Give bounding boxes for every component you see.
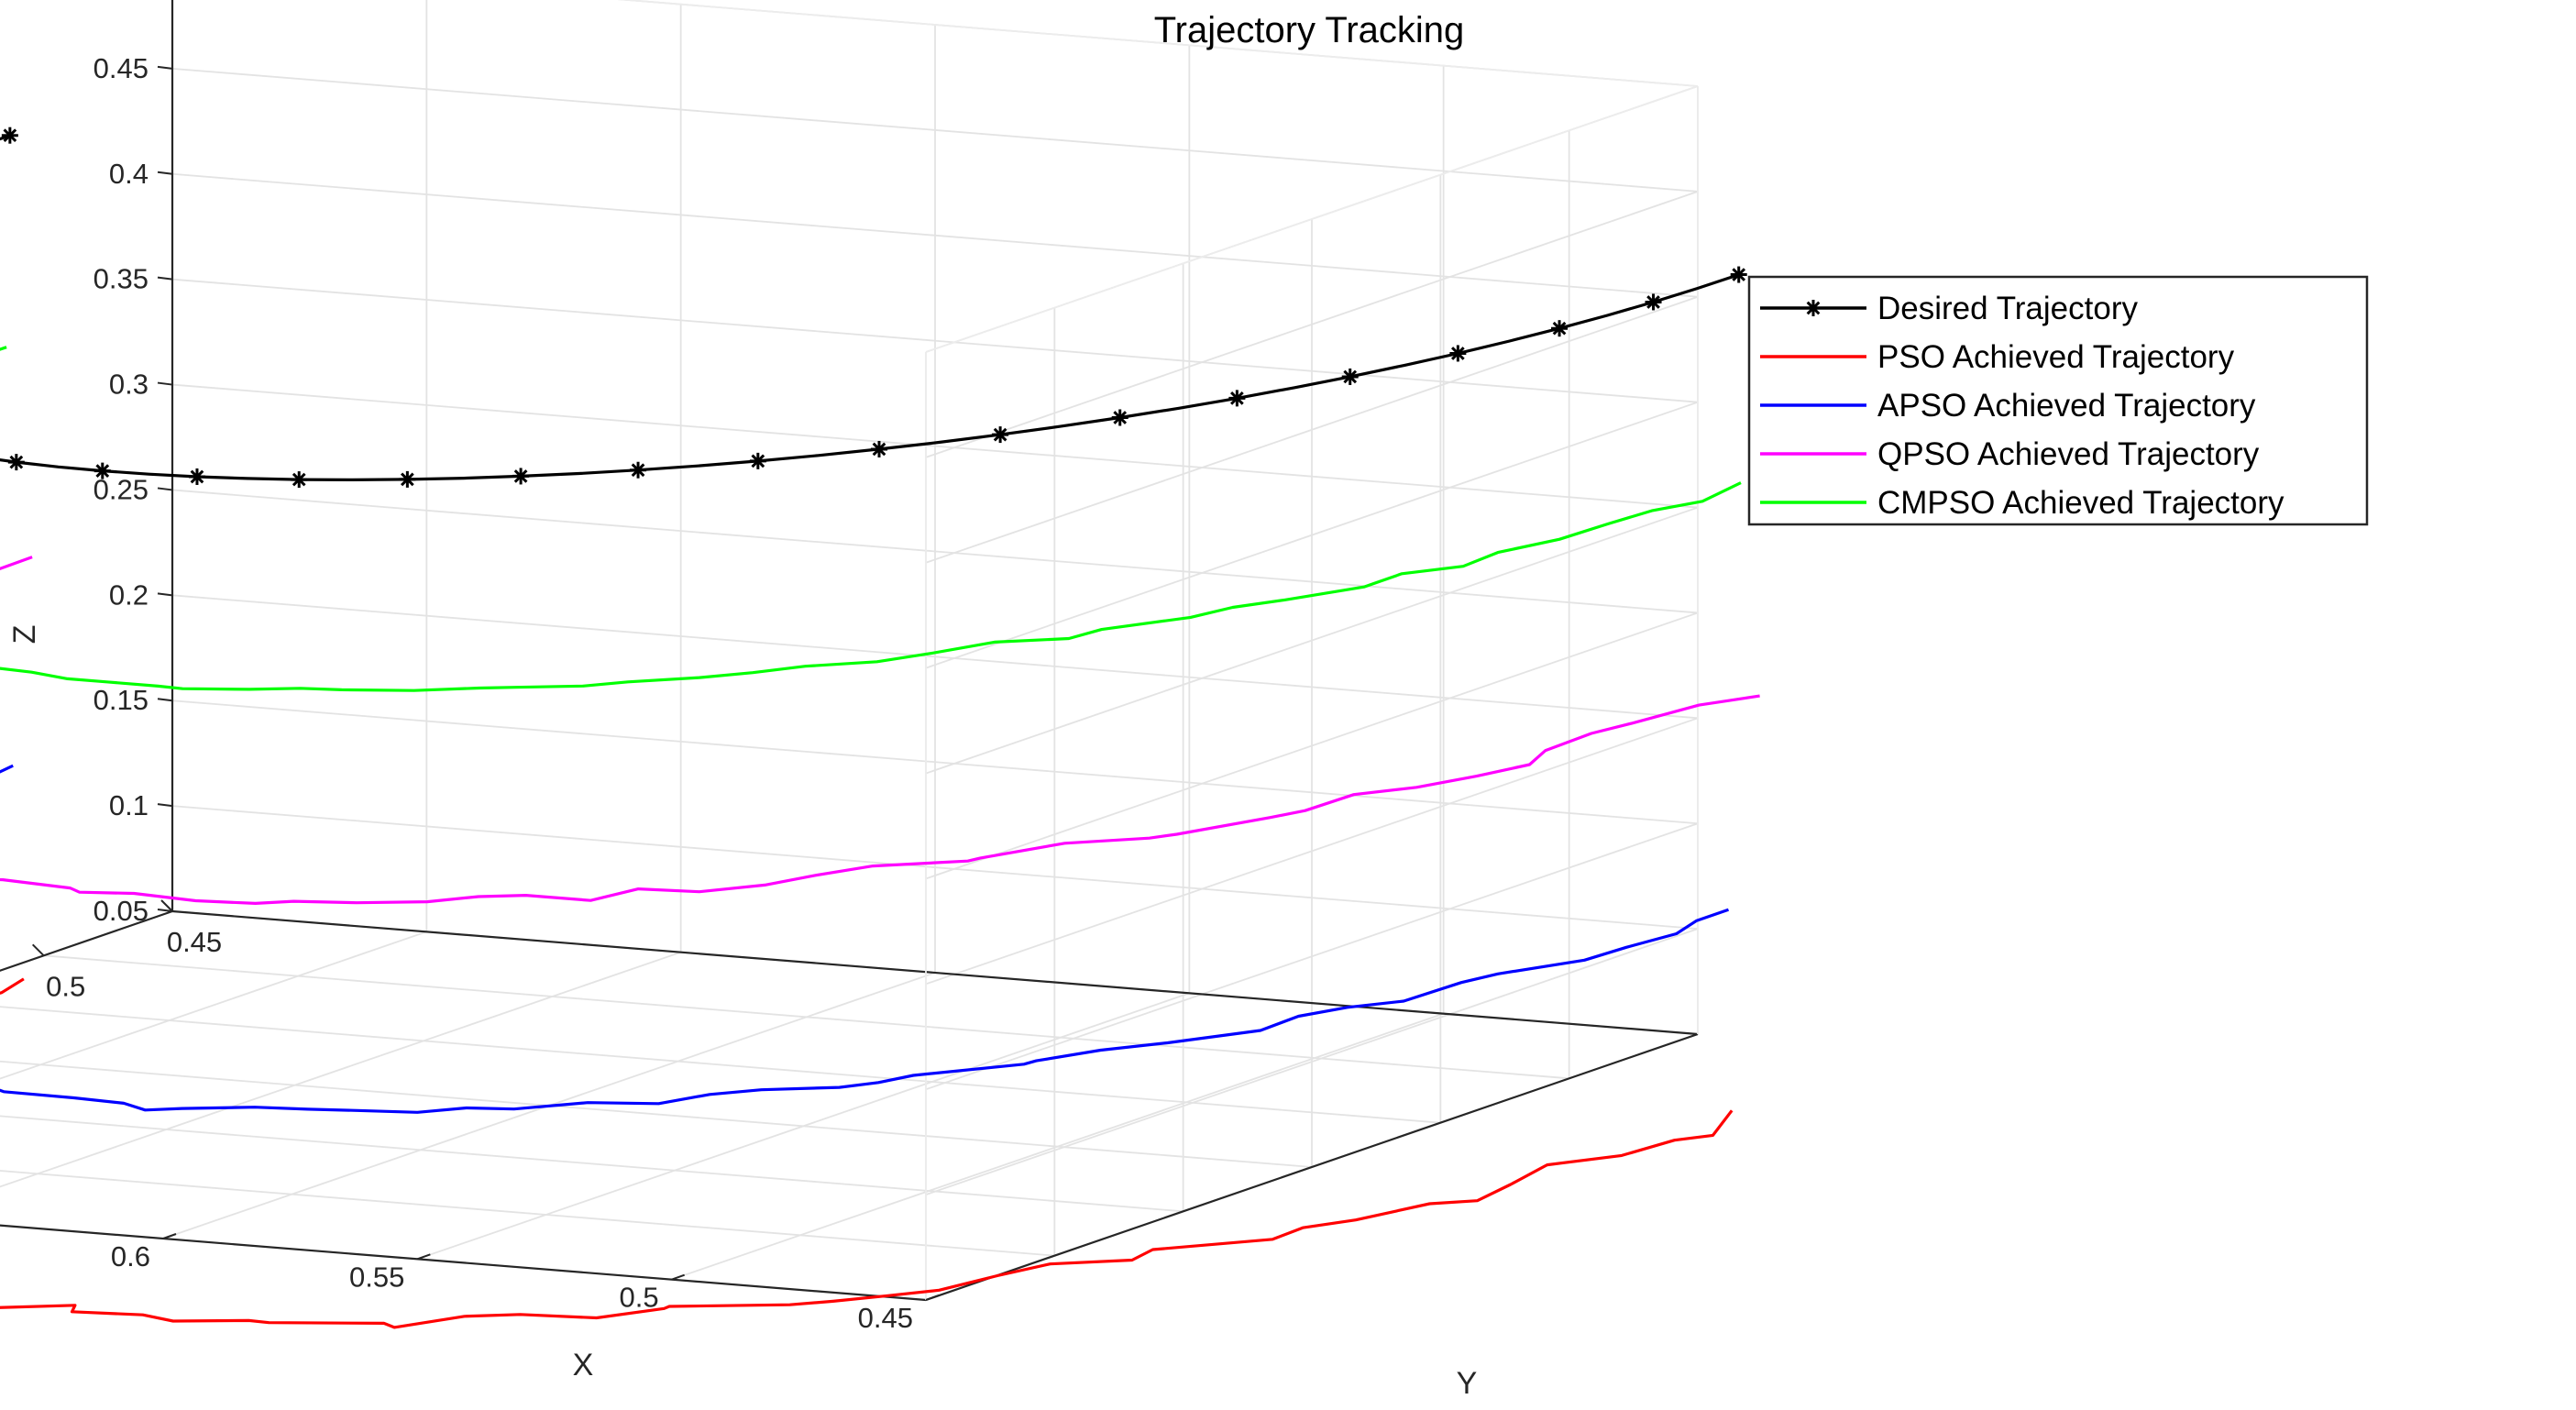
x-tick-mark — [162, 1233, 177, 1239]
back-wall-gridline-z — [171, 805, 1699, 931]
floor-gridline-y — [0, 1224, 927, 1301]
floor-gridline-y — [0, 1115, 1183, 1213]
series-marker — [512, 468, 530, 485]
x-tick-label: 0.5 — [620, 1282, 659, 1314]
back-wall-gridline-z — [171, 67, 1699, 193]
x-tick-label: 0.6 — [111, 1240, 150, 1272]
series-marker — [1341, 368, 1359, 385]
series-marker — [630, 461, 647, 479]
series-marker — [1449, 345, 1467, 362]
series-marker — [291, 471, 308, 489]
back-wall-gridline-z — [171, 172, 1699, 298]
y-tick-mark — [160, 899, 173, 912]
y-tick-label: 0.5 — [46, 970, 85, 1002]
z-tick-label: 0.4 — [109, 158, 149, 190]
series-marker — [1, 127, 18, 144]
series-line-0 — [0, 134, 1740, 482]
legend-label: CMPSO Achieved Trajectory — [1877, 485, 2284, 521]
legend-label: Desired Trajectory — [1877, 291, 2138, 326]
legend-label: APSO Achieved Trajectory — [1877, 388, 2256, 424]
floor-gridline-y — [43, 954, 1569, 1080]
series-marker — [94, 462, 111, 479]
floor-gridline-y — [0, 1060, 1313, 1168]
series-marker — [1730, 266, 1747, 283]
back-wall-gridline-z — [171, 489, 1699, 614]
floor-side-edge — [171, 909, 1699, 1036]
x-axis-label: X — [573, 1348, 594, 1382]
z-tick-mark — [157, 171, 173, 175]
legend-box — [1747, 275, 2369, 526]
series-line-3 — [0, 556, 1760, 906]
z-tick-label: 0.45 — [94, 52, 149, 84]
z-tick-label: 0.25 — [94, 473, 149, 505]
z-axis-label: Z — [7, 625, 42, 644]
grid-layer — [0, 0, 1699, 1301]
series-marker — [1551, 320, 1569, 337]
x-tick-mark — [416, 1253, 431, 1261]
z-tick-label: 0.05 — [94, 895, 149, 927]
y-tick-mark — [31, 943, 45, 957]
legend-label: PSO Achieved Trajectory — [1877, 339, 2235, 375]
series-marker — [992, 426, 1009, 444]
side-wall-gridline-z — [925, 611, 1699, 880]
z-tick-label: 0.1 — [109, 789, 149, 821]
series-marker — [749, 452, 766, 469]
series-marker — [7, 454, 25, 471]
floor-gridline-x — [0, 910, 173, 972]
side-wall-gridline-z — [925, 191, 1699, 458]
z-tick-mark — [157, 698, 173, 702]
y-axis-line — [0, 1224, 927, 1302]
x-tick-label: 0.45 — [858, 1302, 913, 1334]
z-tick-mark — [157, 803, 173, 808]
floor-gridline-y — [0, 1170, 1055, 1257]
back-wall-gridline-z — [171, 383, 1699, 509]
x-tick-label: 0.55 — [349, 1261, 404, 1293]
series-marker — [188, 468, 205, 485]
z-tick-mark — [157, 487, 173, 491]
series-marker — [1111, 409, 1128, 426]
z-tick-mark — [157, 276, 173, 281]
z-tick-mark — [157, 909, 173, 912]
series-line-1 — [0, 977, 1734, 1329]
x-tick-mark — [671, 1273, 686, 1281]
x-tick-mark — [925, 1294, 940, 1301]
side-wall-gridline-z — [925, 717, 1699, 986]
legend: Desired Trajectory PSO Achieved Trajector… — [1747, 275, 2369, 526]
series-marker — [399, 470, 416, 488]
floor-gridline-y — [0, 1006, 1441, 1124]
side-wall-gridline-z — [925, 506, 1699, 775]
back-wall-gridline-z — [171, 278, 1699, 403]
z-tick-mark — [157, 592, 173, 597]
series-line-4 — [0, 346, 1742, 692]
series-line-2 — [0, 764, 1730, 1114]
z-tick-mark — [157, 65, 173, 70]
side-wall-gridline-z — [925, 295, 1699, 564]
series-marker — [1228, 390, 1246, 407]
series-layer — [0, 127, 1760, 1329]
back-wall-gridline-z — [171, 699, 1699, 825]
series-marker — [870, 440, 887, 457]
z-tick-label: 0.3 — [109, 369, 149, 401]
side-wall-gridline-z — [925, 401, 1699, 669]
chart-title: Trajectory Tracking — [1154, 10, 1465, 50]
back-wall-gridline-z — [171, 594, 1699, 720]
y-tick-label: 0.45 — [167, 926, 222, 958]
top-side-edge — [925, 85, 1699, 353]
z-tick-label: 0.15 — [94, 684, 149, 716]
z-tick-label: 0.35 — [94, 263, 149, 295]
x-axis-line — [0, 909, 173, 972]
top-back-edge — [617, 0, 1699, 87]
side-wall-gridline-z — [925, 928, 1699, 1195]
tick-labels: 0.450.50.550.60.650.70.750.750.70.650.60… — [31, 52, 940, 1334]
floor-back-edge — [925, 1032, 1699, 1302]
legend-label: QPSO Achieved Trajectory — [1877, 436, 2260, 472]
z-tick-mark — [157, 381, 173, 386]
side-wall-gridline-z — [925, 822, 1699, 1091]
series-marker — [1645, 293, 1662, 311]
z-tick-label: 0.2 — [109, 578, 149, 611]
legend-marker — [1805, 300, 1822, 316]
y-axis-label: Y — [1457, 1366, 1478, 1401]
